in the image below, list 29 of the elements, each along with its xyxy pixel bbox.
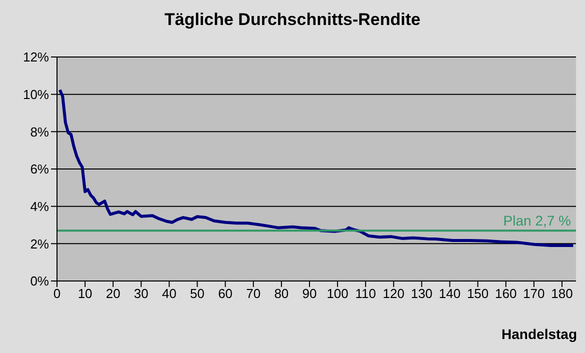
x-axis-title: Handelstag — [502, 326, 577, 342]
x-tick-label: 20 — [106, 286, 120, 302]
x-tick-label: 0 — [53, 286, 61, 302]
x-tick-label: 40 — [162, 286, 176, 302]
x-tick-label: 60 — [218, 286, 233, 302]
ref-line-label: Plan 2,7 % — [503, 212, 571, 229]
x-tick-label: 10 — [78, 286, 92, 302]
x-tick-label: 160 — [495, 286, 517, 302]
x-tick-label: 90 — [302, 286, 317, 302]
x-tick-label: 100 — [326, 286, 348, 302]
x-tick-label: 30 — [134, 286, 148, 302]
x-tick-label: 80 — [274, 286, 289, 302]
x-tick-label: 140 — [438, 286, 461, 302]
chart-title: Tägliche Durchschnitts-Rendite — [164, 10, 422, 30]
y-tick-label: 0% — [30, 274, 50, 289]
x-tick-label: 50 — [190, 286, 205, 302]
y-tick-label: 2% — [30, 236, 50, 252]
x-tick-label: 70 — [246, 286, 261, 302]
x-tick-label: 180 — [551, 286, 573, 302]
x-tick-label: 150 — [466, 286, 489, 302]
y-tick-label: 4% — [30, 198, 50, 214]
x-tick-label: 120 — [382, 286, 404, 302]
y-tick-label: 6% — [30, 162, 50, 177]
y-tick-label: 8% — [30, 124, 50, 140]
x-tick-label: 170 — [523, 286, 545, 302]
x-tick-label: 110 — [355, 286, 376, 302]
y-tick-label: 12% — [22, 50, 50, 65]
x-tick-label: 130 — [410, 286, 433, 302]
y-tick-label: 10% — [22, 86, 50, 102]
